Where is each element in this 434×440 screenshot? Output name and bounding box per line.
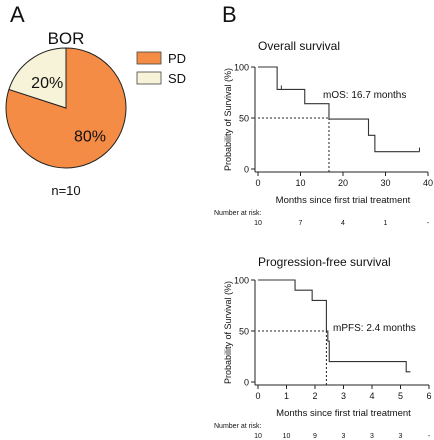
os-x-tick-label: 30 <box>380 178 390 188</box>
pfs-risk-table-title: Number at risk: <box>214 423 262 430</box>
pfs-chart: 0 50 100 0 1 2 3 4 5 6 Probability of Survival (%)… <box>214 276 432 440</box>
legend-swatch-sd <box>136 71 162 85</box>
panel-a-letter: A <box>10 2 25 27</box>
os-chart: 0 50 100 0 10 20 30 40 Probability of Survival (… <box>214 63 433 228</box>
os-risk-value: - <box>427 220 430 227</box>
pfs-x-tick-label: 5 <box>398 391 403 401</box>
pfs-x-tick-label: 1 <box>284 391 289 401</box>
pfs-risk-value: 9 <box>313 433 317 440</box>
pfs-survival-curve <box>258 279 411 373</box>
os-y-tick-label: 50 <box>239 114 249 124</box>
pfs-risk-value: 3 <box>370 433 374 440</box>
legend-label-sd: SD <box>168 71 186 86</box>
pfs-risk-value: 3 <box>342 433 346 440</box>
os-risk-value: 10 <box>254 220 262 227</box>
pfs-y-tick-label: 100 <box>234 276 249 286</box>
pfs-x-tick-label: 6 <box>426 391 431 401</box>
os-median-annotation: mOS: 16.7 months <box>323 90 406 101</box>
os-risk-value: 4 <box>341 220 345 227</box>
legend-label-pd: PD <box>168 51 186 66</box>
os-x-tick-label: 0 <box>255 178 260 188</box>
pie-slice-label-sd: 20% <box>31 75 63 92</box>
pfs-x-tick-label: 2 <box>312 391 317 401</box>
os-x-label: Months since first trial treatment <box>276 195 411 206</box>
pie-title: BOR <box>48 29 85 48</box>
pfs-risk-value: 3 <box>399 433 403 440</box>
pie-chart: 80% 20% <box>5 47 127 169</box>
pfs-x-label: Months since first trial treatment <box>276 408 411 419</box>
os-survival-curve <box>258 66 420 153</box>
os-y-label: Probability of Survival (%) <box>223 68 233 171</box>
pfs-title: Progression-free survival <box>258 255 391 269</box>
legend-swatch-pd <box>136 51 162 65</box>
os-y-tick-label: 100 <box>234 63 249 73</box>
panel-b-letter: B <box>222 2 237 27</box>
pie-slice-sd <box>8 47 67 109</box>
os-x-tick-label: 20 <box>338 178 348 188</box>
pfs-median-annotation: mPFS: 2.4 months <box>333 323 416 334</box>
os-risk-table-title: Number at risk: <box>214 210 262 217</box>
pfs-y-label: Probability of Survival (%) <box>223 281 233 384</box>
pie-slice-pd <box>5 47 127 169</box>
os-y-tick-label: 0 <box>244 165 249 175</box>
pfs-x-tick-label: 4 <box>369 391 374 401</box>
pfs-x-tick-label: 0 <box>255 391 260 401</box>
pfs-risk-value: 10 <box>283 433 291 440</box>
pie-footnote: n=10 <box>51 183 80 198</box>
os-title: Overall survival <box>258 39 340 53</box>
os-risk-value: 1 <box>384 220 388 227</box>
pie-slice-label-pd: 80% <box>74 129 106 146</box>
pfs-x-tick-label: 3 <box>341 391 346 401</box>
pfs-y-tick-label: 50 <box>239 327 249 337</box>
pie-legend: PD SD <box>136 51 186 86</box>
os-x-tick-label: 10 <box>295 178 305 188</box>
os-x-tick-label: 40 <box>423 178 433 188</box>
pfs-risk-value: 10 <box>254 433 262 440</box>
pfs-y-tick-label: 0 <box>244 378 249 388</box>
pfs-risk-value: - <box>428 433 431 440</box>
os-risk-value: 7 <box>299 220 303 227</box>
